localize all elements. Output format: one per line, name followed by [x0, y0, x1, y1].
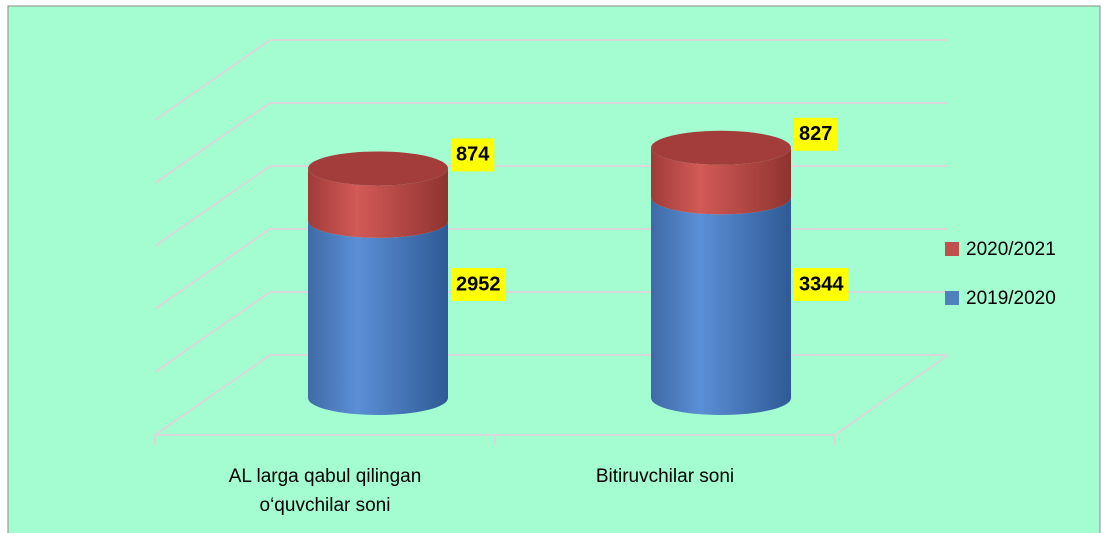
legend-swatch [945, 242, 959, 256]
data-label-bg [451, 268, 506, 301]
bar-top [308, 151, 448, 186]
bar-segment [308, 168, 448, 238]
legend-swatch [945, 291, 959, 305]
plot-background [7, 5, 1101, 533]
data-label-text: 874 [456, 144, 490, 166]
legend-label: 2019/2020 [966, 288, 1056, 309]
grid-line [154, 102, 948, 184]
x-tick-label: Bitiruvchilar soni [595, 466, 735, 487]
x-tick-label: AL larga qabul qilingan o‘quvchilar soni [228, 466, 422, 516]
data-label-bg [794, 117, 838, 151]
data-label: 874 [451, 138, 495, 172]
bar-segment [651, 197, 791, 415]
bar-top [651, 130, 791, 165]
grid-line [154, 39, 948, 121]
data-label: 827 [794, 117, 838, 151]
data-label-text: 827 [799, 123, 832, 145]
data-label-text: 3344 [799, 273, 844, 295]
bar-segment [308, 220, 448, 415]
data-label: 3344 [794, 268, 849, 301]
bar-segment [651, 147, 791, 215]
legend-label: 2020/2021 [966, 239, 1056, 260]
data-label-bg [451, 138, 495, 172]
data-label-bg [794, 268, 849, 301]
data-label: 2952 [451, 268, 506, 301]
data-label-text: 2952 [456, 273, 501, 295]
